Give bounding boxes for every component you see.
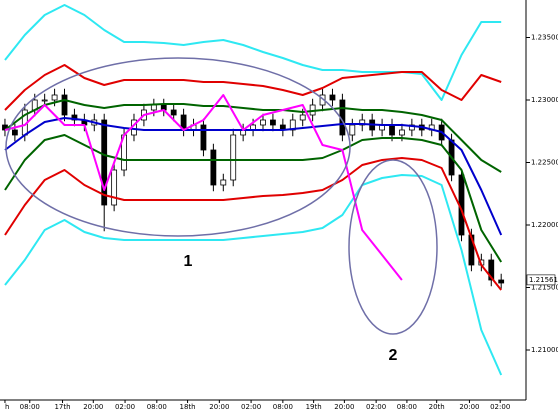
y-tick-label: 1.23500 bbox=[531, 34, 558, 42]
candle-body bbox=[200, 124, 207, 151]
x-tick-label: h bbox=[5, 403, 9, 411]
y-tick-label: 1.22500 bbox=[531, 159, 558, 167]
x-tick-label: 08:00 bbox=[273, 403, 293, 411]
x-tick-label: 02:00 bbox=[115, 403, 135, 411]
last-price-label: 1.21561 bbox=[529, 276, 558, 284]
candle-body bbox=[61, 94, 68, 116]
candle-body bbox=[220, 179, 227, 186]
annotation: 2 bbox=[389, 347, 398, 364]
x-tick-label: 20:00 bbox=[459, 403, 479, 411]
x-tick-label: 20th bbox=[429, 403, 445, 411]
candle-body bbox=[488, 259, 495, 281]
x-tick-label: 20:00 bbox=[209, 403, 229, 411]
indicator-line bbox=[4, 134, 503, 263]
candle-body bbox=[498, 279, 505, 284]
candle-body bbox=[399, 129, 405, 136]
candle-body bbox=[111, 169, 118, 206]
x-tick-label: 02:00 bbox=[490, 403, 510, 411]
x-tick-label: 08:00 bbox=[147, 403, 167, 411]
y-tick-label: 1.22000 bbox=[531, 221, 558, 229]
indicator-line bbox=[4, 4, 502, 101]
x-tick-label: 02:00 bbox=[241, 403, 261, 411]
highlight-ellipse bbox=[5, 57, 351, 237]
annotation: 1 bbox=[184, 253, 193, 270]
highlight-ellipse bbox=[348, 159, 438, 335]
x-tick-label: 08:00 bbox=[397, 403, 417, 411]
candle-body bbox=[101, 119, 108, 206]
x-tick-label: 08:00 bbox=[20, 403, 40, 411]
candle-body bbox=[349, 124, 356, 136]
y-tick-label: 1.21000 bbox=[531, 346, 558, 354]
x-tick-label: 17th bbox=[54, 403, 70, 411]
candle-body bbox=[170, 109, 177, 116]
candle-body bbox=[270, 119, 276, 126]
plot-area bbox=[2, 4, 505, 376]
x-tick-label: 20:00 bbox=[334, 403, 354, 411]
x-tick-label: 18th bbox=[180, 403, 196, 411]
candle-body bbox=[389, 124, 395, 136]
x-tick-label: 02:00 bbox=[366, 403, 386, 411]
indicator-line bbox=[4, 94, 403, 281]
candle-body bbox=[299, 114, 306, 121]
last-price-box bbox=[526, 274, 556, 286]
candle-body bbox=[260, 119, 266, 126]
x-tick-label: 19th bbox=[306, 403, 322, 411]
y-tick-label: 1.23000 bbox=[531, 96, 558, 104]
y-tick-label: 1.21500 bbox=[531, 284, 558, 292]
candle-body bbox=[150, 104, 157, 111]
indicator-line bbox=[4, 64, 502, 111]
candle-body bbox=[11, 129, 18, 136]
candle-body bbox=[329, 94, 336, 101]
candle-body bbox=[210, 149, 217, 186]
candle-body bbox=[230, 134, 237, 181]
indicator-line bbox=[4, 99, 502, 173]
x-tick-label: 20:00 bbox=[83, 403, 103, 411]
candle-body bbox=[41, 99, 48, 102]
indicator-line bbox=[4, 157, 502, 291]
candle-body bbox=[51, 94, 58, 101]
indicator-line bbox=[4, 117, 503, 236]
